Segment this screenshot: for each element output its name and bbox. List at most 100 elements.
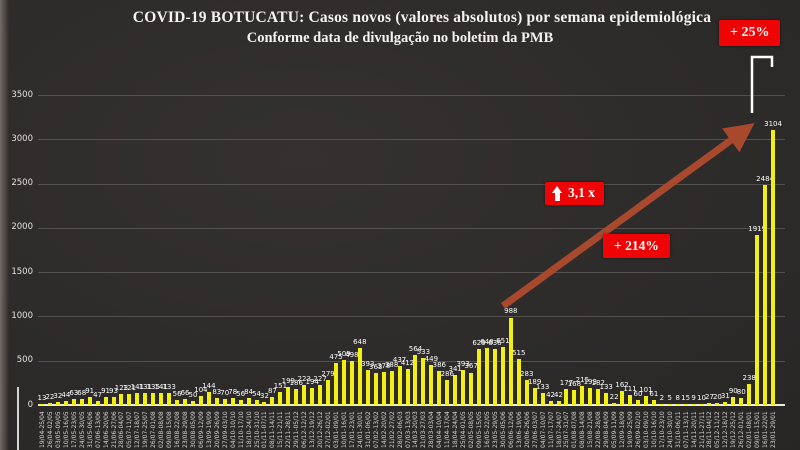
- x-tick-label: 21/06-27/06: [110, 411, 118, 448]
- x-tick-label: 12/09-18/09: [619, 411, 627, 448]
- x-tick-label: 16/08-22/08: [174, 411, 182, 448]
- bar: [71, 399, 76, 405]
- bar-value-label: 60: [633, 389, 643, 398]
- x-tick-label: 07/11-13/11: [682, 411, 690, 448]
- bar-value-label: 91: [101, 386, 111, 395]
- x-tick-label: 26/07-01/08: [150, 411, 158, 448]
- gridline: [38, 272, 785, 274]
- x-tick-label: 03/10-09/10: [642, 411, 650, 448]
- bar: [731, 397, 736, 405]
- x-tick-label: 06/09-12/09: [197, 411, 205, 448]
- bar: [55, 402, 60, 405]
- bar: [469, 372, 474, 405]
- bar: [588, 387, 593, 405]
- bar: [63, 401, 68, 405]
- bar: [715, 403, 720, 405]
- bar: [635, 399, 640, 405]
- x-tick-label: 04/07-10/07: [539, 411, 547, 448]
- x-tick-label: 14/03-20/03: [412, 411, 420, 448]
- x-tick-label: 15/08-21/08: [587, 411, 595, 448]
- bar: [230, 398, 235, 405]
- x-tick-label: 26/04-02/05: [46, 411, 54, 448]
- bar-value-label: 177: [559, 379, 574, 388]
- y-tick-label: 2000: [11, 222, 33, 233]
- bar: [47, 403, 52, 405]
- bar: [620, 390, 625, 405]
- bar-value-label: 141: [130, 382, 145, 391]
- bar-value-label: 393: [361, 360, 375, 369]
- x-tick-label: 07/03-13/03: [404, 411, 412, 448]
- up-arrow-icon: [552, 185, 563, 201]
- x-tick-label: 02/08-08/08: [158, 411, 166, 448]
- x-tick-label: 26/12-01/01: [738, 411, 746, 448]
- bar: [604, 393, 609, 405]
- x-tick-label: 10/05-16/05: [62, 411, 70, 448]
- bar-value-label: 378: [377, 361, 391, 370]
- bar-value-label: 56: [172, 390, 182, 399]
- bar-value-label: 412: [400, 358, 415, 367]
- bar: [596, 388, 601, 405]
- bar-value-label: 80: [736, 387, 746, 396]
- y-tick-label: 2500: [11, 178, 33, 189]
- x-tick-label: 19/12-25/12: [730, 411, 738, 448]
- bar-value-label: 199: [281, 377, 296, 386]
- bar-value-label: 3104: [764, 120, 782, 129]
- bar-value-label: 63: [69, 389, 79, 398]
- x-tick-label: 28/11-04/12: [706, 411, 714, 448]
- bar-value-label: 70: [220, 388, 230, 397]
- plot-area: 13 22 32 44 63 68 91 47 91 93 123 121 141 131 135 141 13…: [38, 95, 785, 406]
- x-tick-label: 13/09-19/09: [205, 411, 213, 448]
- bar: [326, 380, 331, 405]
- gridline: [38, 316, 785, 318]
- bar-value-label: 61: [649, 389, 659, 398]
- bar: [723, 402, 728, 405]
- bar: [524, 379, 529, 405]
- bar: [540, 393, 545, 405]
- bar-value-label: 279: [321, 370, 335, 379]
- bar-value-label: 386: [432, 360, 446, 369]
- x-tick-label: 26/09-02/10: [634, 411, 642, 448]
- bar: [198, 395, 203, 405]
- x-tick-label: 31/10-06/11: [674, 411, 682, 448]
- bar-value-label: 648: [353, 337, 367, 346]
- bar: [548, 401, 553, 405]
- bar: [667, 404, 672, 405]
- bar-value-label: 151: [273, 381, 288, 390]
- x-tick-label: 25/10-31/10: [253, 411, 261, 448]
- bar: [453, 374, 458, 405]
- x-tick-label: 20/06-26/06: [523, 411, 531, 448]
- x-tick-label: 29/11-05/12: [293, 411, 301, 448]
- bar: [206, 392, 211, 405]
- x-tick-label: 05/09-11/09: [611, 411, 619, 448]
- bar-value-label: 66: [180, 389, 190, 398]
- bar: [437, 370, 442, 405]
- x-tick-label: 06/06-12/06: [507, 411, 515, 448]
- bar: [79, 398, 84, 405]
- gridline: [38, 227, 785, 229]
- x-tick-label: 16/01-22/01: [762, 411, 770, 448]
- bar: [572, 390, 577, 405]
- bar: [286, 387, 291, 405]
- bar: [691, 404, 696, 405]
- bar-value-label: 651: [496, 337, 510, 346]
- bar-value-label: 78: [228, 388, 238, 397]
- x-tick-label: 24/10-30/10: [666, 411, 674, 448]
- x-tick-label: 24/01-30/01: [356, 411, 364, 448]
- x-tick-label: 10/01-16/01: [340, 411, 348, 448]
- bar: [747, 383, 752, 405]
- bar: [95, 400, 100, 405]
- x-tick-label: 27/12-02/01: [325, 411, 333, 448]
- bar-value-label: 27: [705, 392, 714, 401]
- bar-value-label: 498: [345, 350, 359, 359]
- bar: [707, 402, 712, 405]
- x-tick-label: 20/12-26/12: [317, 411, 325, 448]
- left-edge-line: [17, 387, 19, 450]
- x-tick-label: 11/07-17/07: [547, 411, 555, 448]
- bar-value-label: 68: [77, 388, 87, 397]
- x-tick-label: 13/06-19/06: [515, 411, 523, 448]
- bar: [310, 387, 315, 405]
- x-tick-label: 02/05-08/05: [468, 411, 476, 448]
- bar: [254, 400, 259, 405]
- bar: [484, 347, 489, 405]
- bar: [222, 398, 227, 405]
